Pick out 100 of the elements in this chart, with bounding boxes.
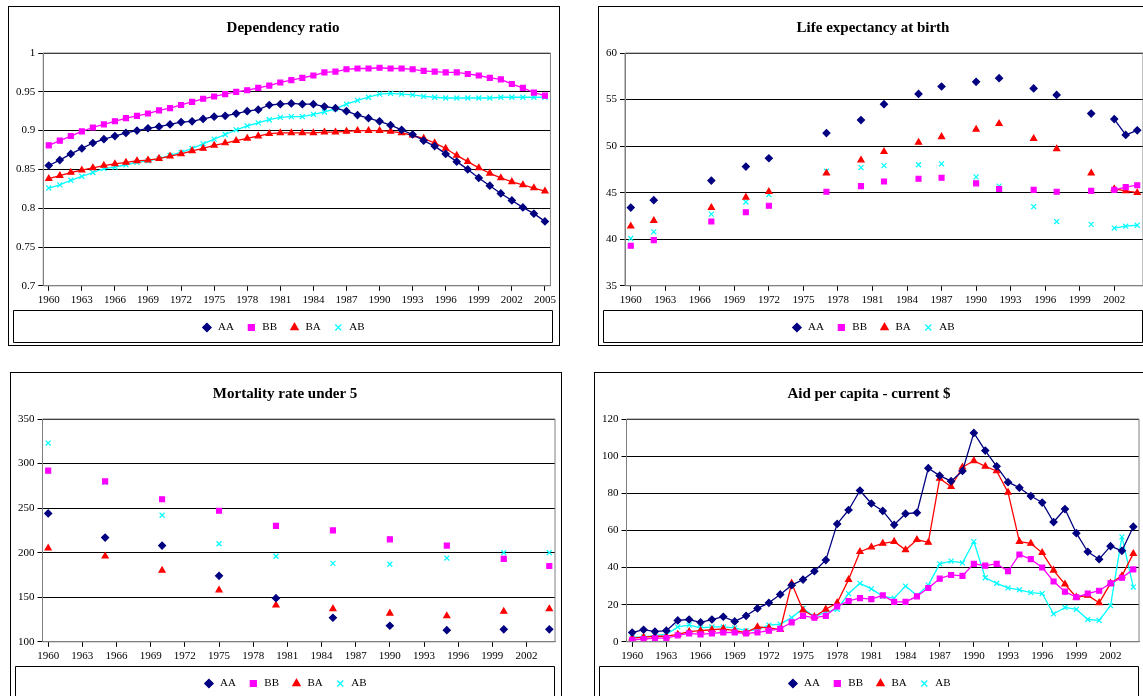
x-tick-label: 1969 — [137, 293, 160, 306]
y-tick-label: 350 — [18, 411, 35, 424]
x-tick-label: 1984 — [896, 293, 919, 306]
x-tick-label: 1990 — [378, 649, 402, 662]
x-tick-label: 2002 — [515, 649, 538, 662]
x-tick-label: 1990 — [962, 649, 986, 662]
x-tick-label: 1987 — [930, 293, 954, 306]
x-tick-label: 1993 — [997, 649, 1020, 662]
x-tick-label: 1993 — [999, 293, 1023, 306]
y-tick-label: 100 — [18, 634, 35, 647]
y-tick-label: 0.85 — [16, 162, 36, 175]
x-tick-label: 1990 — [965, 293, 988, 306]
legend-label: AB — [935, 676, 951, 689]
x-tick-label: 1966 — [689, 649, 713, 662]
x-tick-label: 1966 — [105, 649, 129, 662]
x-tick-label: 1978 — [236, 293, 259, 306]
y-tick-label: 0.8 — [21, 201, 36, 214]
x-tick-label: 1999 — [1065, 649, 1088, 662]
x-tick-label: 1960 — [37, 649, 60, 662]
x-tick-label: 1978 — [826, 649, 849, 662]
legend-label: AB — [351, 676, 367, 689]
y-tick-label: 50 — [606, 139, 618, 152]
y-tick-label: 60 — [607, 523, 619, 536]
y-tick-label: 120 — [602, 411, 619, 424]
x-tick-label: 1966 — [688, 293, 712, 306]
y-tick-label: 20 — [607, 597, 619, 610]
x-tick-label: 1987 — [335, 293, 358, 306]
y-tick-label: 250 — [18, 501, 35, 514]
x-tick-label: 1975 — [792, 293, 815, 306]
legend-label: BA — [895, 320, 911, 333]
x-tick-label: 1987 — [928, 649, 952, 662]
x-tick-label: 1981 — [861, 293, 884, 306]
x-tick-label: 1963 — [70, 293, 94, 306]
chart-title: Dependency ratio — [226, 18, 340, 35]
y-tick-label: 150 — [18, 590, 35, 603]
x-tick-label: 1969 — [139, 649, 163, 662]
x-tick-label: 1981 — [269, 293, 292, 306]
y-tick-label: 60 — [606, 45, 618, 58]
y-tick-label: 0.7 — [21, 278, 36, 291]
x-tick-label: 1972 — [757, 649, 780, 662]
y-tick-label: 0.9 — [21, 123, 36, 136]
x-tick-label: 1996 — [1031, 649, 1054, 662]
x-tick-label: 1969 — [723, 293, 746, 306]
legend-label: BB — [848, 676, 864, 689]
x-tick-label: 1987 — [344, 649, 368, 662]
legend-label: AB — [939, 320, 955, 333]
x-tick-label: 1978 — [826, 293, 850, 306]
x-tick-label: 1963 — [655, 649, 678, 662]
x-tick-label: 1963 — [654, 293, 677, 306]
legend-label: AA — [803, 676, 820, 689]
legend-label: AA — [217, 320, 234, 333]
x-tick-label: 1981 — [276, 649, 299, 662]
y-tick-label: 80 — [607, 486, 619, 499]
y-tick-label: 0.75 — [16, 239, 36, 252]
x-tick-label: 2002 — [500, 293, 523, 306]
x-tick-label: 1999 — [1068, 293, 1092, 306]
x-tick-label: 1969 — [723, 649, 747, 662]
x-tick-label: 1975 — [203, 293, 226, 306]
x-tick-label: 1975 — [792, 649, 815, 662]
legend-label: BB — [264, 676, 280, 689]
x-tick-label: 1984 — [302, 293, 325, 306]
x-tick-label: 1963 — [71, 649, 94, 662]
legend-label: BB — [262, 320, 278, 333]
y-tick-label: 0.95 — [16, 84, 36, 97]
x-tick-label: 2002 — [1103, 293, 1126, 306]
x-tick-label: 1972 — [173, 649, 196, 662]
y-tick-label: 45 — [606, 185, 618, 198]
x-tick-label: 1996 — [1034, 293, 1057, 306]
legend-label: AA — [219, 676, 236, 689]
x-tick-label: 1972 — [170, 293, 193, 306]
y-tick-label: 40 — [606, 232, 618, 245]
y-tick-label: 300 — [18, 456, 35, 469]
legend-label: BB — [852, 320, 868, 333]
legend-label: BA — [305, 320, 321, 333]
chart-title: Mortality rate under 5 — [212, 384, 358, 401]
x-tick-label: 2005 — [533, 293, 557, 306]
x-tick-label: 1996 — [434, 293, 458, 306]
y-tick-label: 0 — [613, 634, 619, 647]
chart-title: Aid per capita - current $ — [787, 384, 952, 401]
x-tick-label: 1984 — [894, 649, 918, 662]
x-tick-label: 1981 — [860, 649, 883, 662]
x-tick-label: 1993 — [401, 293, 425, 306]
x-tick-label: 1972 — [757, 293, 780, 306]
x-tick-label: 2002 — [1099, 649, 1122, 662]
y-tick-label: 55 — [606, 92, 618, 105]
legend-label: BA — [307, 676, 323, 689]
legend-label: AB — [349, 320, 365, 333]
x-tick-label: 1960 — [37, 293, 61, 306]
x-tick-label: 1960 — [619, 293, 643, 306]
x-tick-label: 1966 — [103, 293, 127, 306]
x-tick-label: 1984 — [310, 649, 334, 662]
y-tick-label: 100 — [602, 449, 619, 462]
y-tick-label: 35 — [606, 278, 618, 291]
x-tick-label: 1996 — [447, 649, 470, 662]
x-tick-label: 1999 — [481, 649, 504, 662]
x-tick-label: 1993 — [413, 649, 436, 662]
x-tick-label: 1960 — [621, 649, 644, 662]
legend-label: BA — [891, 676, 907, 689]
chart-title: Life expectancy at birth — [796, 18, 951, 35]
y-tick-label: 1 — [29, 45, 36, 58]
